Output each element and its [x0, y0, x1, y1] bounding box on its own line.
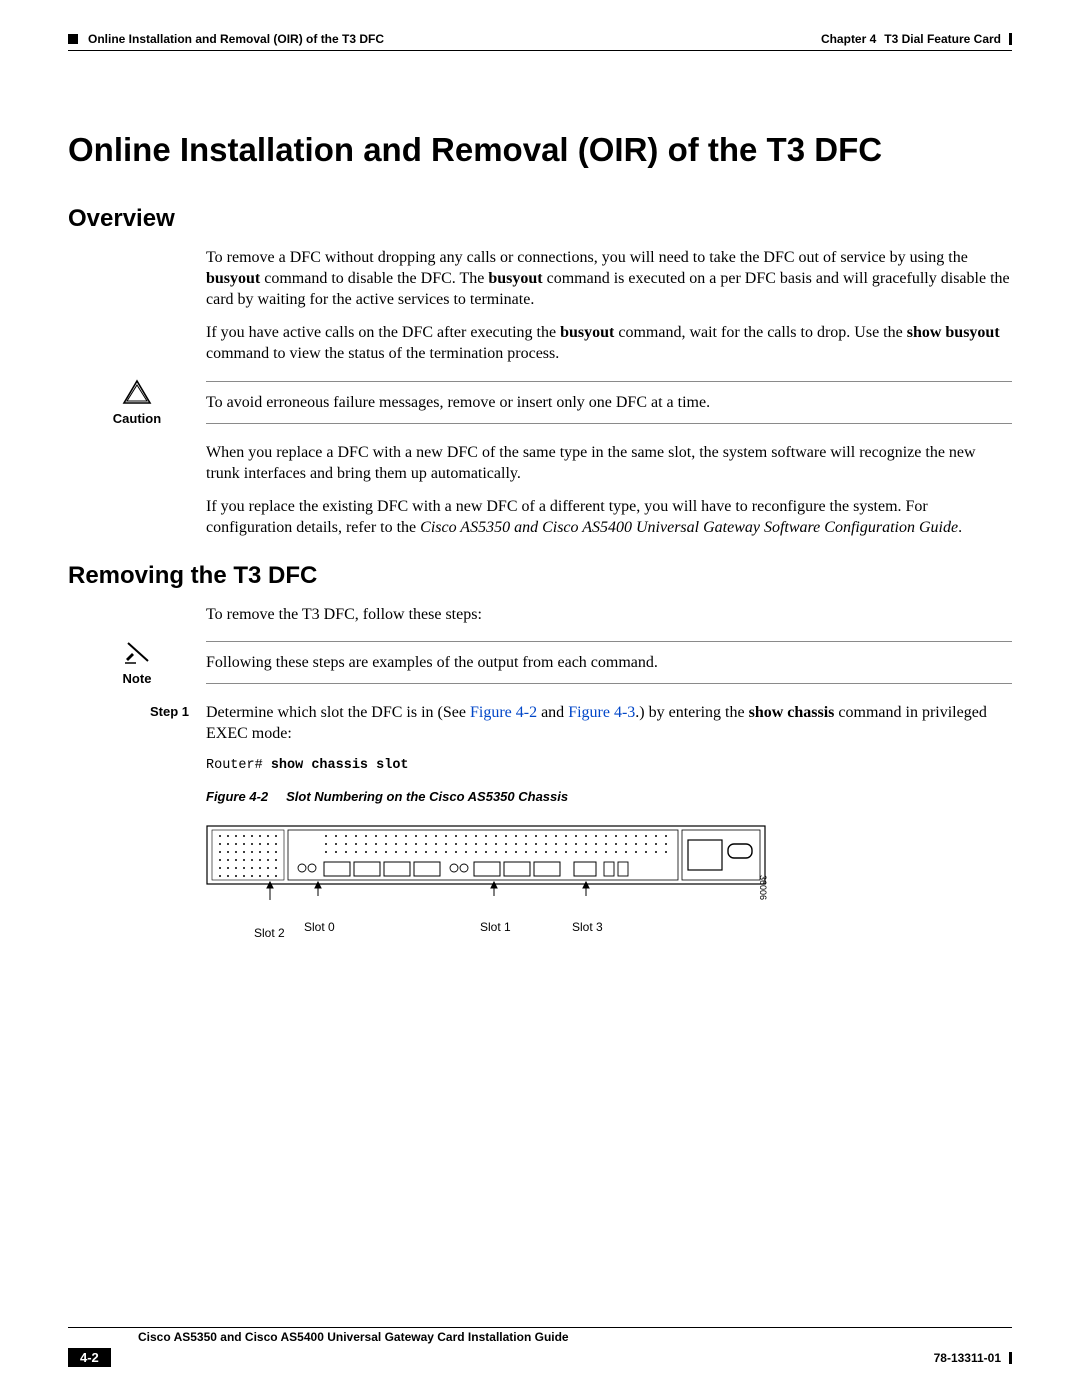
caution-label: Caution [113, 411, 161, 426]
figure-4-3-link[interactable]: Figure 4-3 [568, 704, 635, 721]
code-line: Router# show chassis slot [206, 757, 1012, 775]
caution-rule-top [206, 381, 1012, 382]
caution-rule-bottom [206, 423, 1012, 424]
overview-heading: Overview [68, 205, 1012, 233]
chapter-number: Chapter 4 [821, 32, 876, 46]
removing-intro: To remove the T3 DFC, follow these steps… [206, 604, 1012, 625]
page-number: 4-2 [68, 1348, 111, 1367]
header-bar-icon [1009, 33, 1012, 45]
note-text: Following these steps are examples of th… [206, 646, 1012, 679]
caution-text: To avoid erroneous failure messages, rem… [206, 386, 1012, 419]
step-1: Step 1 Determine which slot the DFC is i… [68, 702, 1012, 919]
header-rule [68, 50, 1012, 51]
after-caution-para-2: If you replace the existing DFC with a n… [206, 496, 1012, 538]
figure-4-2-link[interactable]: Figure 4-2 [470, 704, 537, 721]
step-1-label: Step 1 [68, 702, 206, 719]
overview-para-2: If you have active calls on the DFC afte… [206, 322, 1012, 364]
doc-number: 78-13311-01 [934, 1351, 1001, 1365]
figure-caption: Figure 4-2Slot Numbering on the Cisco AS… [206, 788, 1012, 805]
page-header: Online Installation and Removal (OIR) of… [68, 32, 1012, 46]
footer-bar-icon [1009, 1352, 1012, 1364]
figure-image-id: 36006 [756, 875, 768, 900]
slot-0-label: Slot 0 [304, 920, 335, 936]
slot-2-label: Slot 2 [254, 926, 285, 942]
note-callout: Note Following these steps are examples … [68, 637, 1012, 688]
footer-guide-title: Cisco AS5350 and Cisco AS5400 Universal … [138, 1330, 1012, 1344]
slot-1-label: Slot 1 [480, 920, 511, 936]
chassis-svg [206, 822, 766, 912]
slot-3-label: Slot 3 [572, 920, 603, 936]
main-heading: Online Installation and Removal (OIR) of… [68, 131, 1012, 169]
running-head: Online Installation and Removal (OIR) of… [88, 32, 384, 46]
page-footer: Cisco AS5350 and Cisco AS5400 Universal … [68, 1327, 1012, 1367]
note-rule-top [206, 641, 1012, 642]
removing-heading: Removing the T3 DFC [68, 562, 1012, 590]
note-rule-bottom [206, 683, 1012, 684]
note-icon [122, 639, 152, 665]
after-caution-para-1: When you replace a DFC with a new DFC of… [206, 442, 1012, 484]
step-1-text: Determine which slot the DFC is in (See … [206, 702, 1012, 744]
caution-icon [122, 379, 152, 405]
chapter-title: T3 Dial Feature Card [884, 32, 1001, 46]
note-label: Note [123, 671, 152, 686]
caution-callout: Caution To avoid erroneous failure messa… [68, 377, 1012, 428]
header-square-icon [68, 34, 78, 44]
footer-rule [68, 1327, 1012, 1328]
overview-para-1: To remove a DFC without dropping any cal… [206, 247, 1012, 310]
chassis-figure: Slot 2 Slot 0 Slot 1 Slot 3 36006 [206, 822, 766, 920]
